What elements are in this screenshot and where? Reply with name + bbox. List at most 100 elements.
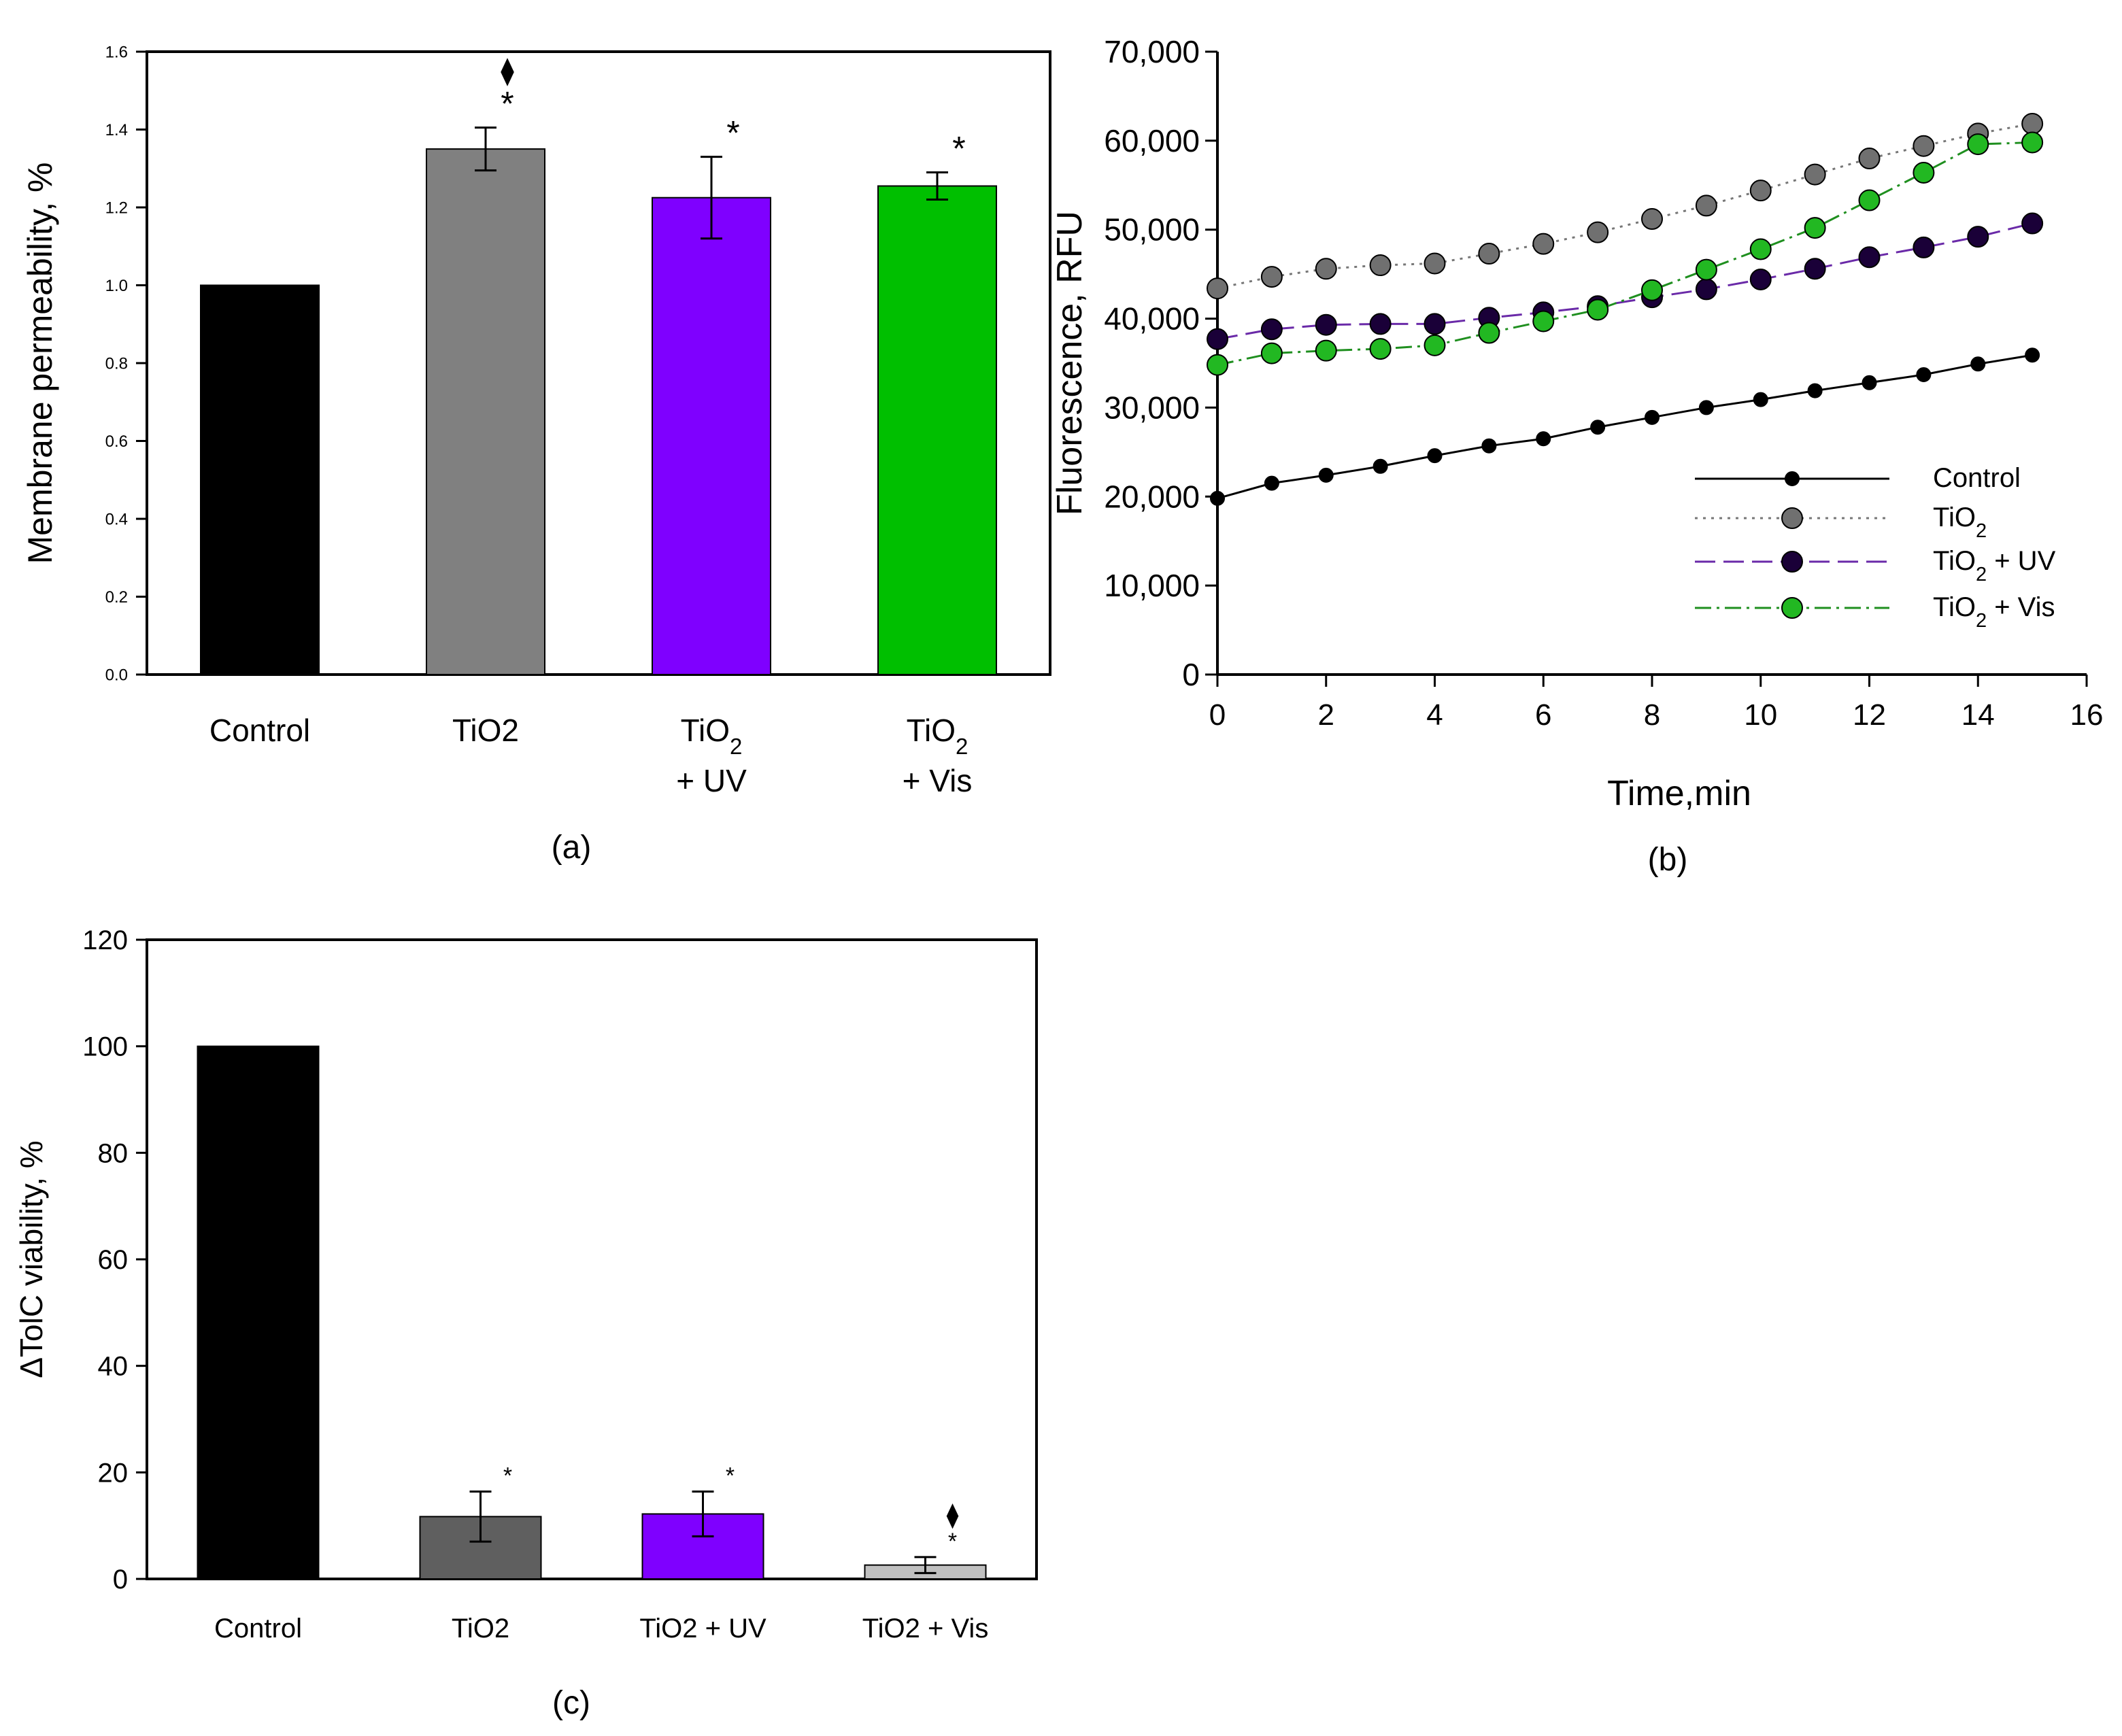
x-tick-label: 16 xyxy=(2070,698,2104,732)
category-label: Control xyxy=(214,1614,302,1644)
y-tick-label: 100 xyxy=(82,1032,128,1062)
legend-label: Control xyxy=(1933,463,2021,493)
y-tick-label: 0 xyxy=(113,1565,128,1595)
data-point xyxy=(1804,163,1826,186)
data-point xyxy=(1587,221,1609,243)
data-point xyxy=(1478,322,1500,344)
data-point xyxy=(1590,420,1606,435)
y-tick-label: 1.4 xyxy=(105,121,128,139)
data-point xyxy=(1913,161,1935,184)
data-point xyxy=(2025,347,2040,363)
y-tick-label: 40,000 xyxy=(1104,301,1200,337)
data-point xyxy=(1587,299,1609,321)
y-tick-label: 0 xyxy=(1182,657,1200,692)
data-point xyxy=(1749,268,1772,290)
series-line xyxy=(1217,222,2033,341)
bar xyxy=(652,197,771,675)
data-point xyxy=(2021,112,2044,135)
category-label: TiO2 + Vis xyxy=(862,1614,989,1644)
panel-b-label: (b) xyxy=(1648,842,1688,878)
data-point xyxy=(1804,258,1826,280)
data-point xyxy=(1478,243,1500,265)
data-point xyxy=(1858,246,1881,269)
data-point xyxy=(1749,180,1772,202)
data-point xyxy=(1532,233,1555,255)
data-point xyxy=(1424,252,1446,275)
data-point xyxy=(1916,367,1932,383)
data-point xyxy=(1260,342,1283,364)
data-point xyxy=(1427,448,1443,464)
panel-b-line-chart: 0 10,000 20,000 30,000 40,000 50,000 60,000 70,… xyxy=(1050,34,2103,813)
data-point xyxy=(1753,392,1768,407)
data-point xyxy=(1424,313,1446,335)
category-label: TiO2 xyxy=(681,713,743,759)
data-point xyxy=(1424,334,1446,356)
series-line xyxy=(1217,141,2033,367)
data-point xyxy=(1695,194,1717,217)
y-tick-label: 10,000 xyxy=(1104,568,1200,603)
category-label: TiO2 xyxy=(452,1614,509,1644)
y-tick-label: 120 xyxy=(82,925,128,955)
data-point xyxy=(1913,135,1935,157)
data-point xyxy=(1532,310,1555,333)
y-tick-label: 30,000 xyxy=(1104,390,1200,425)
data-point xyxy=(1264,475,1279,491)
data-point xyxy=(1641,279,1663,301)
y-tick-label: 40 xyxy=(98,1352,129,1382)
data-point xyxy=(1536,431,1551,447)
y-tick-label: 60,000 xyxy=(1104,123,1200,158)
category-label-line2: + UV xyxy=(676,763,747,798)
legend-label: TiO2 + Vis xyxy=(1933,592,2055,632)
data-point xyxy=(1641,208,1663,231)
legend-label: TiO2 xyxy=(1933,503,1987,542)
data-point xyxy=(1913,236,1935,258)
y-tick-label: 0.6 xyxy=(105,432,128,451)
data-point xyxy=(1970,356,1986,372)
data-point xyxy=(1207,277,1228,300)
data-point xyxy=(1807,383,1823,398)
y-tick-label: 0.8 xyxy=(105,354,128,373)
significance-star: * xyxy=(501,85,513,123)
data-point xyxy=(1967,133,1989,156)
x-tick-label: 6 xyxy=(1535,698,1551,732)
y-tick-label: 0.0 xyxy=(105,666,128,684)
legend-label: TiO2 + UV xyxy=(1933,546,2056,585)
y-tick-label: 20,000 xyxy=(1104,479,1200,514)
data-point xyxy=(1695,278,1717,301)
data-point xyxy=(1749,238,1772,260)
significance-star: * xyxy=(726,114,739,152)
legend-marker xyxy=(1781,551,1803,573)
data-point xyxy=(1967,226,1989,248)
y-axis-label: ΔTolC viability, % xyxy=(14,1140,49,1378)
x-tick-label: 0 xyxy=(1209,698,1226,732)
x-tick-label: 12 xyxy=(1853,698,1886,732)
data-point xyxy=(1372,458,1388,474)
y-tick-label: 0.4 xyxy=(105,510,128,528)
x-tick-label: 2 xyxy=(1318,698,1334,732)
panel-c-label: (c) xyxy=(552,1685,590,1721)
legend-marker xyxy=(1785,471,1800,486)
significance-star: * xyxy=(726,1463,735,1489)
data-point xyxy=(1207,354,1228,376)
x-tick-label: 14 xyxy=(1961,698,1995,732)
bar xyxy=(200,284,320,675)
panel-a-label: (a) xyxy=(552,830,592,866)
data-point xyxy=(1858,148,1881,170)
category-label: TiO2 xyxy=(907,713,969,759)
data-point xyxy=(1207,328,1228,350)
bar xyxy=(877,185,997,675)
category-label-line2: + Vis xyxy=(903,763,973,798)
y-tick-label: 1.6 xyxy=(105,43,128,61)
data-point xyxy=(1315,339,1337,362)
data-point xyxy=(1369,313,1392,335)
data-point xyxy=(1645,409,1660,425)
bar xyxy=(426,148,545,675)
data-point xyxy=(1315,258,1337,280)
significance-diamond: ⧫ xyxy=(947,1501,959,1529)
data-point xyxy=(1315,313,1337,336)
data-point xyxy=(1698,400,1714,415)
y-tick-label: 70,000 xyxy=(1104,34,1200,69)
data-point xyxy=(2021,131,2044,154)
x-axis-label: Time,min xyxy=(1607,774,1751,813)
